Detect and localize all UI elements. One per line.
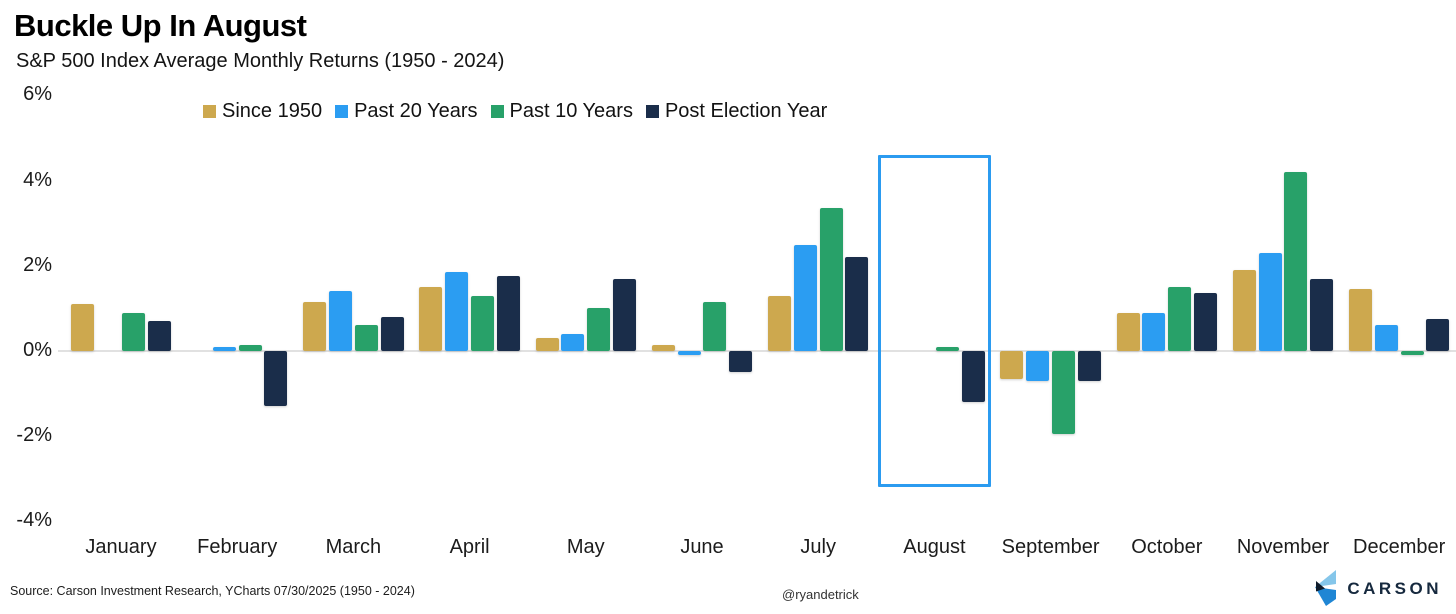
author-handle: @ryandetrick (782, 587, 859, 602)
bar-april-since-1950 (419, 287, 443, 351)
bar-april-post-election-year (496, 276, 520, 351)
bar-march-past-20-years (329, 291, 352, 351)
bar-november-past-10-years (1284, 172, 1308, 351)
legend-swatch-icon (490, 105, 504, 118)
zero-gridline (58, 350, 1456, 352)
x-axis-label-march: March (325, 536, 382, 558)
chart-legend: Since 1950 Past 20 Years Past 10 Years Post… (203, 100, 827, 123)
bar-july-past-10-years (819, 208, 843, 351)
bar-february-past-20-years (212, 346, 236, 351)
y-axis-label-6: 6% (23, 83, 52, 106)
carson-wordmark: CARSON (1347, 578, 1442, 598)
bar-june-past-20-years (677, 351, 701, 356)
august-highlight-box (877, 155, 991, 488)
bar-february-past-10-years (238, 344, 262, 351)
y-axis-label--4: -4% (16, 509, 52, 532)
carson-brand-lockup: CARSON (1313, 570, 1442, 607)
bar-january-since-1950 (70, 304, 94, 351)
y-axis-label-4: 4% (23, 168, 52, 191)
legend-label: Past 20 Years (354, 100, 478, 122)
bar-february-post-election-year (264, 351, 288, 407)
legend-item-past-10-years: Past 10 Years (490, 100, 633, 123)
bar-may-post-election-year (613, 278, 636, 351)
chart-subtitle: S&P 500 Index Average Monthly Returns (1… (16, 50, 505, 72)
legend-item-past-20-years: Past 20 Years (335, 100, 478, 123)
bar-april-past-20-years (445, 272, 469, 351)
x-axis-label-august: August (903, 536, 966, 558)
bar-october-post-election-year (1194, 293, 1217, 351)
x-axis-label-july: July (800, 536, 836, 558)
bar-december-post-election-year (1426, 319, 1450, 351)
bar-march-past-10-years (354, 325, 378, 351)
carson-logo-icon (1315, 570, 1337, 606)
x-axis-label-november: November (1236, 536, 1330, 558)
legend-label: Since 1950 (222, 100, 323, 122)
bar-july-past-20-years (793, 244, 817, 351)
page-title: Buckle Up In August (14, 8, 307, 43)
bar-june-post-election-year (729, 351, 753, 373)
bar-november-since-1950 (1232, 270, 1256, 351)
bar-october-past-10-years (1168, 287, 1192, 351)
bar-december-past-20-years (1374, 325, 1398, 351)
legend-swatch-icon (335, 105, 349, 118)
x-axis-label-may: May (566, 536, 605, 558)
bar-december-past-10-years (1400, 351, 1424, 356)
bar-january-past-10-years (122, 312, 146, 351)
bar-september-since-1950 (1000, 351, 1024, 379)
x-axis-label-september: September (1001, 536, 1100, 558)
bar-june-past-10-years (703, 302, 727, 351)
bar-september-past-20-years (1026, 351, 1050, 381)
bar-december-since-1950 (1349, 289, 1372, 351)
y-axis-label-0: 0% (23, 339, 52, 361)
legend-label: Past 10 Years (509, 100, 633, 122)
bar-november-post-election-year (1310, 278, 1334, 351)
x-axis-label-june: June (680, 536, 724, 558)
x-axis-label-january: January (85, 536, 157, 558)
bar-march-post-election-year (380, 316, 404, 351)
bar-may-since-1950 (535, 338, 559, 351)
bar-october-past-20-years (1142, 312, 1166, 351)
y-axis-label--2: -2% (16, 424, 52, 447)
x-axis-label-october: October (1131, 536, 1203, 558)
x-axis-label-december: December (1353, 536, 1446, 558)
bar-july-post-election-year (845, 257, 869, 351)
bar-august-past-10-years (935, 346, 959, 351)
legend-label: Post Election Year (664, 100, 828, 122)
x-axis-label-april: April (449, 536, 490, 558)
legend-swatch-icon (203, 105, 216, 118)
bar-september-post-election-year (1077, 351, 1101, 381)
legend-item-post-election-year: Post Election Year (645, 100, 828, 123)
source-note: Source: Carson Investment Research, YCha… (10, 584, 415, 598)
bar-january-post-election-year (148, 321, 172, 351)
x-axis-label-february: February (197, 536, 278, 558)
bar-september-past-10-years (1052, 351, 1075, 435)
y-axis-label-2: 2% (23, 253, 52, 276)
bar-november-past-20-years (1258, 253, 1282, 351)
bar-may-past-10-years (587, 308, 611, 351)
bar-august-post-election-year (961, 351, 985, 403)
legend-item-since-1950: Since 1950 (203, 100, 322, 123)
bar-october-since-1950 (1116, 312, 1140, 351)
bar-june-since-1950 (651, 344, 675, 351)
legend-swatch-icon (645, 105, 659, 118)
bar-april-past-10-years (471, 295, 494, 351)
bar-march-since-1950 (303, 302, 327, 351)
bar-july-since-1950 (768, 295, 791, 351)
bar-may-past-20-years (561, 333, 585, 351)
